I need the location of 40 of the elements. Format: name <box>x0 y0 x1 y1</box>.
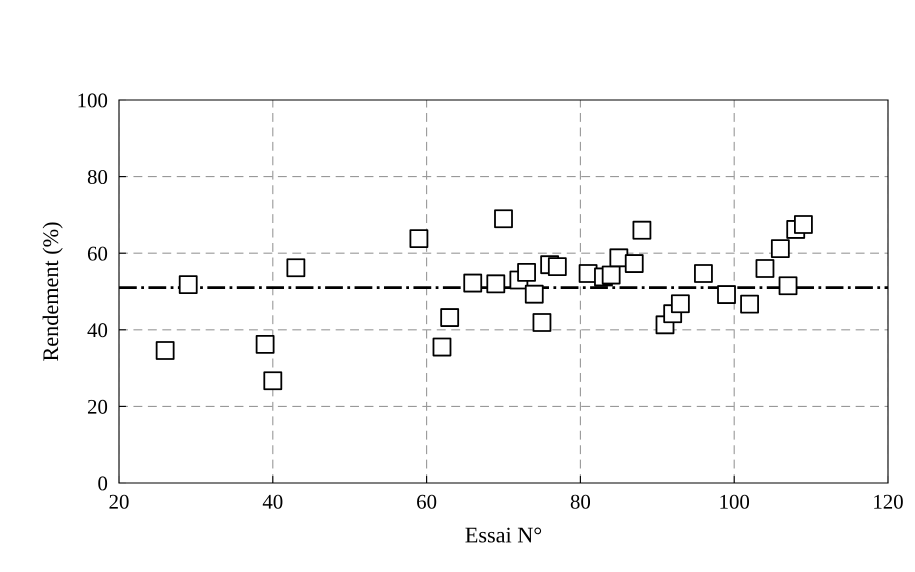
point <box>770 239 790 258</box>
y-tick-label: 80 <box>88 170 108 184</box>
point <box>670 294 690 314</box>
y-axis-title: Rendement (%) <box>42 222 63 361</box>
y-tick-label: 40 <box>87 323 108 338</box>
x-tick-label: 100 <box>720 494 750 509</box>
point <box>532 313 552 332</box>
x-tick-label: 80 <box>570 494 590 509</box>
point <box>286 258 306 278</box>
point <box>494 209 513 228</box>
point <box>524 284 544 304</box>
point <box>632 220 652 240</box>
point <box>156 341 175 360</box>
point <box>794 215 813 234</box>
y-tick-label: 60 <box>88 246 108 261</box>
point <box>486 274 506 294</box>
x-tick-label: 40 <box>262 494 282 509</box>
point <box>694 264 713 283</box>
y-tick-label: 20 <box>88 400 108 414</box>
point <box>440 308 460 327</box>
point <box>463 274 482 292</box>
y-tick-label: 100 <box>78 93 108 108</box>
point <box>602 266 621 284</box>
point <box>517 262 536 282</box>
x-tick-label: 20 <box>110 494 129 509</box>
point <box>432 338 452 356</box>
y-tick-label: 0 <box>98 476 108 490</box>
x-tick-label: 120 <box>874 494 903 509</box>
point <box>778 276 798 296</box>
point <box>178 275 198 294</box>
point <box>410 229 428 248</box>
point <box>624 254 644 273</box>
point <box>263 371 282 390</box>
point <box>756 259 774 278</box>
x-axis-title: Essai N° <box>465 528 542 543</box>
point <box>256 334 275 354</box>
point <box>548 257 567 276</box>
point <box>717 285 736 304</box>
point <box>740 294 759 314</box>
x-tick-label: 60 <box>417 494 436 509</box>
